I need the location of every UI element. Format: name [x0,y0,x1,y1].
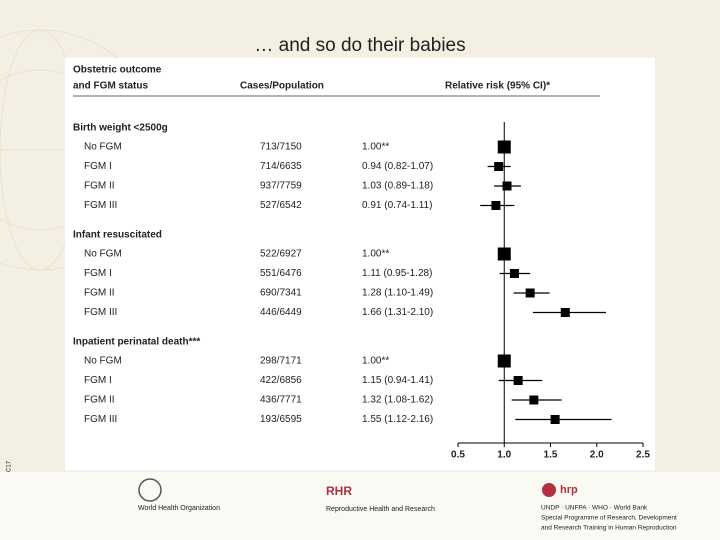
cases: 690/7341 [260,288,302,299]
cases: 551/6476 [260,268,302,279]
header-cases: Cases/Population [240,81,324,92]
chart-panel [65,58,655,470]
footer [0,472,720,540]
x-tick-label: 1.5 [544,450,558,461]
row-label: FGM III [84,307,117,318]
row-label: No FGM [84,356,122,367]
row-label: FGM I [84,268,112,279]
point-estimate [497,140,511,154]
point-estimate [550,415,560,424]
point-estimate [502,181,512,191]
rr-label: 1.66 (1.31-2.10) [362,307,433,318]
cases: 298/7171 [260,356,302,367]
hrp-logo: hrp [560,484,578,496]
who-name: World Health Organization [138,505,220,512]
slide-title: … and so do their babies [254,35,465,56]
row-label: FGM III [84,414,117,425]
rhr-logo: RHR [326,484,352,498]
point-estimate [529,395,539,405]
cases: 446/6449 [260,307,302,318]
rr-label: 1.15 (0.94-1.41) [362,375,433,386]
group-label: Birth weight <2500g [73,123,168,134]
row-label: FGM II [84,395,115,406]
point-estimate [497,247,511,261]
rr-label: 1.28 (1.10-1.49) [362,288,433,299]
rr-label: 1.00** [362,356,389,367]
point-estimate [494,162,504,171]
rr-label: 1.00** [362,142,389,153]
row-label: FGM I [84,375,112,386]
point-estimate [513,376,523,385]
header-rr: Relative risk (95% CI)* [445,81,550,92]
row-label: FGM II [84,288,115,299]
header: and FGM status [73,81,148,92]
cases: 422/6856 [260,375,302,386]
rr-label: 1.11 (0.95-1.28) [362,268,432,279]
hrp-icon [542,483,556,497]
rhr-name: Reproductive Health and Research [326,506,435,513]
row-label: No FGM [84,249,122,260]
cases: 522/6927 [260,249,302,260]
cases: 937/7759 [260,181,302,192]
group-label: Inpatient perinatal death*** [73,337,200,348]
point-estimate [497,354,511,368]
cases: 193/6595 [260,414,302,425]
point-estimate [525,288,535,298]
point-estimate [509,269,519,278]
cases: 714/6635 [260,161,302,172]
x-tick-label: 0.5 [451,450,465,461]
cases: 436/7771 [260,395,302,406]
group-label: Infant resuscitated [73,230,162,241]
rr-label: 1.32 (1.08-1.62) [362,395,433,406]
rr-label: 1.55 (1.12-2.16) [362,414,433,425]
x-tick-label: 2.0 [590,450,604,461]
rr-label: 0.94 (0.82-1.07) [362,161,433,172]
rr-label: 1.00** [362,249,389,260]
hrp-line: Special Programme of Research, Developme… [541,515,677,522]
x-tick-label: 2.5 [636,450,650,461]
rr-label: 0.91 (0.74-1.11) [362,200,432,211]
hrp-line: UNDP · UNFPA · WHO · World Bank [541,505,648,512]
hrp-line: and Research Training in Human Reproduct… [541,525,677,532]
rr-label: 1.03 (0.89-1.18) [362,181,433,192]
x-tick-label: 1.0 [497,450,511,461]
point-estimate [491,201,501,210]
row-label: No FGM [84,142,122,153]
row-label: FGM I [84,161,112,172]
point-estimate [560,308,570,317]
cases: 713/7150 [260,142,302,153]
cases: 527/6542 [260,200,302,211]
row-label: FGM III [84,200,117,211]
header: Obstetric outcome [73,65,162,76]
who-logo [138,478,162,502]
row-label: FGM II [84,181,115,192]
